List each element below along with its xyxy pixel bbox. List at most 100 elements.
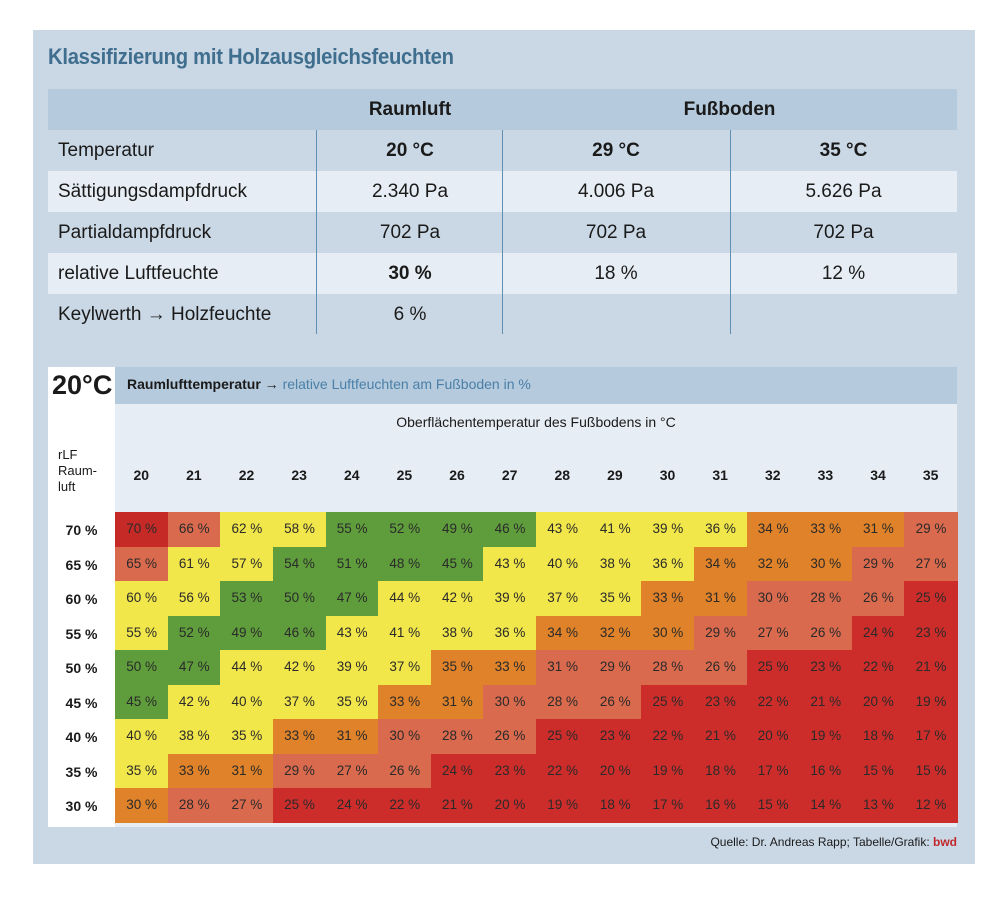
grid-cell: 21 % (693, 719, 748, 755)
grid-cell: 26 % (588, 684, 642, 720)
grid-cell: 38 % (430, 615, 484, 651)
figure-title: Klassifizierung mit Holzausgleichsfeucht… (48, 44, 454, 69)
grid-cell: 45 % (430, 546, 484, 582)
grid-cell: 56 % (167, 581, 221, 617)
grid-cell: 28 % (536, 684, 590, 720)
grid-cell: 35 % (430, 650, 484, 686)
grid-cell: 12 % (904, 788, 958, 824)
grid-cell: 37 % (378, 650, 432, 686)
column-header: 35 (922, 467, 939, 483)
grid-cell: 28 % (430, 719, 484, 755)
grid-cell: 18 % (693, 753, 748, 789)
grid-cell: 23 % (904, 615, 958, 651)
grid-cell: 34 % (746, 512, 800, 548)
grid-cell: 18 % (588, 788, 642, 824)
row-label: relative Luftfeuchte (58, 263, 219, 284)
row-label: Temperatur (58, 140, 155, 161)
grid-cell: 52 % (167, 615, 221, 651)
table-row: Partialdampfdruck 702 Pa 702 Pa 702 Pa (48, 212, 957, 253)
grid-cell: 28 % (167, 788, 221, 824)
grid-cell: 42 % (272, 650, 327, 686)
cell-raumluft: 30 % (388, 263, 432, 284)
grid-cell: 19 % (641, 753, 695, 789)
grid-cell: 27 % (746, 615, 800, 651)
grid-cell: 27 % (220, 788, 274, 824)
column-header: 22 (238, 467, 255, 483)
grid-cell: 25 % (272, 788, 327, 824)
cell-raumluft: 20 °C (386, 140, 434, 161)
column-divider (316, 130, 317, 334)
grid-cell: 19 % (904, 684, 958, 720)
row-axis-label-line: luft (58, 479, 76, 494)
grid-cell: 49 % (430, 512, 484, 548)
column-header: 26 (449, 467, 465, 483)
table-header-row: Raumluft Fußboden (48, 89, 957, 130)
grid-cell: 46 % (272, 615, 327, 651)
row-axis-label-line: Raum- (58, 463, 98, 478)
grid-cell: 53 % (220, 581, 274, 617)
grid-cell: 23 % (483, 753, 537, 789)
grid-cell: 13 % (851, 788, 905, 824)
cell-raumluft: 6 % (393, 304, 427, 325)
grid-cell: 60 % (115, 581, 169, 617)
cell-floor-35: 35 °C (819, 140, 868, 161)
grid-cell: 33 % (641, 581, 695, 617)
grid-cell: 25 % (536, 719, 590, 755)
room-temperature-label: 20°C (52, 370, 113, 400)
grid-cell: 22 % (641, 719, 695, 755)
grid-cell: 23 % (799, 650, 853, 686)
cell-floor-29: 18 % (594, 263, 638, 284)
column-divider (502, 130, 503, 334)
grid-cell: 35 % (115, 753, 169, 789)
grid-cell: 26 % (483, 719, 537, 755)
grid-cell: 27 % (904, 546, 958, 582)
cell-floor-29 (502, 294, 730, 335)
grid-cell: 48 % (378, 546, 432, 582)
grid-cell: 30 % (115, 788, 169, 824)
grid-cell: 22 % (536, 753, 590, 789)
source-credit: Quelle: Dr. Andreas Rapp; Tabelle/Grafik… (710, 835, 957, 849)
column-header: 34 (870, 467, 886, 483)
grid-subtitle: Oberflächentemperatur des Fußbodens in °… (396, 414, 676, 430)
grid-cell: 19 % (536, 788, 590, 824)
grid-cell: 30 % (641, 615, 695, 651)
grid-cell: 36 % (641, 546, 695, 582)
grid-cell: 40 % (220, 684, 274, 720)
grid-cell: 31 % (325, 719, 379, 755)
grid-cell: 18 % (851, 719, 905, 755)
grid-cell: 29 % (693, 615, 748, 651)
grid-cell: 51 % (325, 546, 379, 582)
grid-cell: 47 % (325, 581, 379, 617)
grid-cell: 32 % (588, 615, 642, 651)
grid-cell: 47 % (167, 650, 221, 686)
grid-cell: 21 % (799, 684, 853, 720)
column-header: 28 (554, 467, 571, 483)
grid-cell: 49 % (220, 615, 274, 651)
grid-cell: 26 % (693, 650, 748, 686)
grid-cell: 33 % (272, 719, 327, 755)
column-header: 24 (344, 467, 360, 483)
header-fussboden: Fußboden (683, 99, 776, 120)
row-label: Sättigungsdampfdruck (58, 181, 248, 202)
grid-cell: 24 % (325, 788, 379, 824)
row-header: 45 % (65, 694, 98, 711)
grid-cell: 23 % (588, 719, 642, 755)
grid-cell: 44 % (378, 581, 432, 617)
grid-cell: 25 % (746, 650, 800, 686)
grid-cell: 34 % (536, 615, 590, 651)
grid-cell: 30 % (483, 684, 537, 720)
cell-floor-35: 12 % (821, 263, 866, 284)
cell-floor-29: 702 Pa (585, 222, 647, 243)
grid-cell: 31 % (693, 581, 748, 617)
grid-cell: 70 % (115, 512, 169, 548)
grid-cell: 41 % (588, 512, 642, 548)
grid-cell: 31 % (536, 650, 590, 686)
row-header: 50 % (65, 660, 98, 676)
grid-cell: 34 % (693, 546, 748, 582)
grid-cell: 33 % (483, 650, 537, 686)
cell-floor-35: 5.626 Pa (805, 181, 882, 202)
grid-cell: 54 % (272, 546, 327, 582)
grid-cell: 22 % (851, 650, 905, 686)
grid-cell: 46 % (483, 512, 537, 548)
grid-cell: 28 % (641, 650, 695, 686)
